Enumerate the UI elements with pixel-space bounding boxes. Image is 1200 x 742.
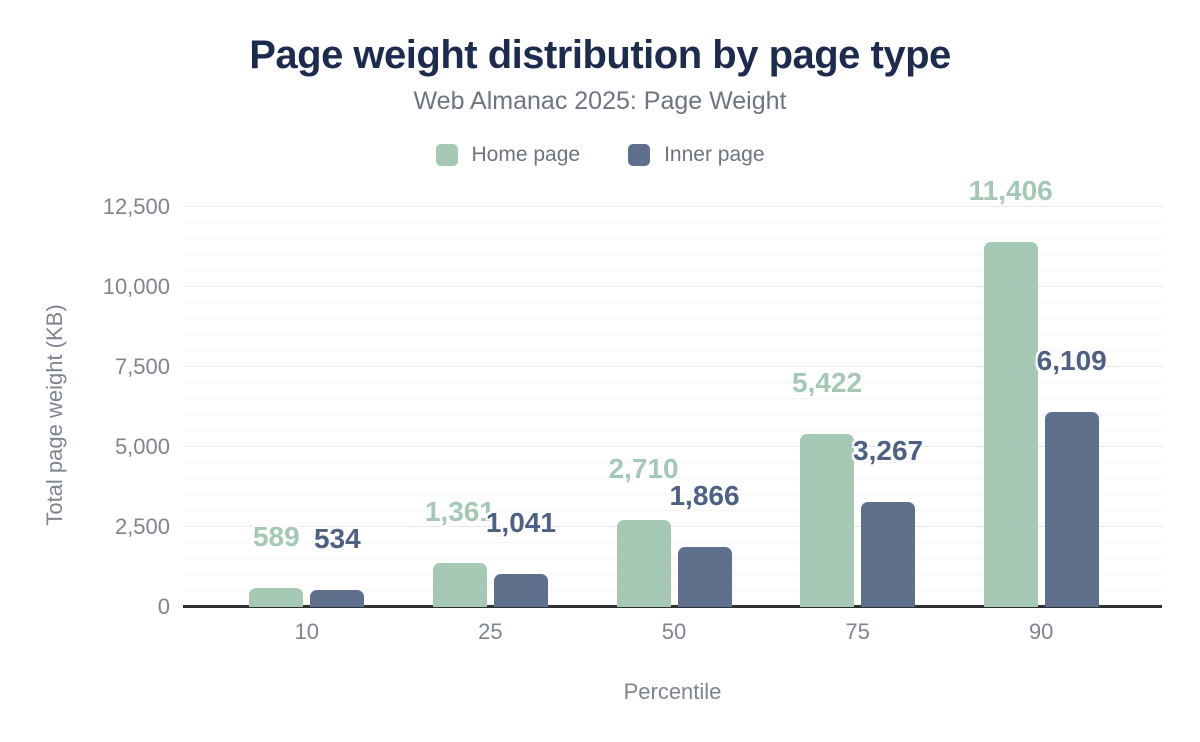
x-tick-label-10: 10	[294, 619, 320, 644]
x-axis-tick-labels: 10 25 50 75 90	[183, 621, 1162, 647]
x-tick-label-50: 50	[661, 619, 687, 644]
gridline-minor	[183, 238, 1162, 239]
gridline-major	[183, 206, 1162, 207]
x-tick-label-90: 90	[1028, 619, 1054, 644]
bar-value-label-home-page-p25: 1,361	[424, 496, 495, 528]
x-axis-baseline	[183, 605, 1162, 608]
legend-label-inner-page: Inner page	[664, 143, 765, 166]
legend-swatch-home-page-icon	[435, 144, 458, 166]
y-tick-label: 10,000	[102, 274, 170, 299]
gridline-minor	[183, 254, 1162, 255]
gridline-minor	[183, 318, 1162, 319]
legend-item-home-page[interactable]: Home page	[435, 143, 581, 167]
y-axis-tick-labels: 0 2,500 5,000 7,500 10,000 12,500	[40, 196, 170, 618]
gridline-minor	[183, 494, 1162, 495]
bar-inner-page-p50[interactable]	[677, 547, 732, 607]
gridline-minor	[183, 574, 1162, 575]
gridline-minor	[183, 558, 1162, 559]
gridline-minor	[183, 334, 1162, 335]
bar-value-label-inner-page-p25: 1,041	[485, 506, 556, 538]
gridline-major	[183, 366, 1162, 367]
bar-value-label-home-page-p90: 11,406	[968, 175, 1053, 207]
bar-home-page-p75[interactable]	[800, 433, 855, 607]
legend: Home page Inner page	[0, 143, 1200, 167]
chart-subtitle: Web Almanac 2025: Page Weight	[413, 87, 787, 115]
bar-inner-page-p10[interactable]	[310, 589, 365, 607]
bar-inner-page-p25[interactable]	[493, 573, 548, 607]
bar-home-page-p25[interactable]	[432, 563, 487, 607]
gridline-minor	[183, 350, 1162, 351]
y-tick-label: 2,500	[114, 514, 170, 539]
gridline-minor	[183, 590, 1162, 591]
bar-value-label-inner-page-p75: 3,267	[853, 435, 924, 467]
gridline-minor	[183, 430, 1162, 431]
y-tick-label: 12,500	[102, 194, 170, 219]
plot-area: 589 534 1,361 1,041 2,710 1,866 5,422 3,267 11,4…	[183, 177, 1162, 608]
bar-value-label-home-page-p50: 2,710	[608, 453, 679, 485]
gridline-minor	[183, 462, 1162, 463]
bar-inner-page-p90[interactable]	[1044, 411, 1099, 607]
y-tick-label: 5,000	[114, 434, 170, 459]
bar-value-label-home-page-p75: 5,422	[792, 366, 863, 398]
gridline-minor	[183, 222, 1162, 223]
bar-home-page-p10[interactable]	[249, 588, 304, 607]
legend-item-inner-page[interactable]: Inner page	[628, 143, 765, 167]
gridline-major	[183, 526, 1162, 527]
gridline-minor	[183, 302, 1162, 303]
bar-home-page-p50[interactable]	[616, 520, 671, 607]
y-tick-label: 0	[157, 594, 170, 619]
gridline-minor	[183, 478, 1162, 479]
gridline-minor	[183, 398, 1162, 399]
gridline-major	[183, 286, 1162, 287]
chart-title: Page weight distribution by page type	[249, 33, 951, 77]
gridline-minor	[183, 542, 1162, 543]
x-axis-title: Percentile	[623, 679, 722, 704]
gridline-minor	[183, 510, 1162, 511]
x-tick-label-75: 75	[845, 619, 870, 644]
gridline-minor	[183, 382, 1162, 383]
bar-inner-page-p75[interactable]	[861, 502, 916, 607]
legend-label-home-page: Home page	[471, 143, 581, 166]
bar-home-page-p90[interactable]	[983, 242, 1038, 607]
gridline-minor	[183, 270, 1162, 271]
gridline-minor	[183, 414, 1162, 415]
gridline-major	[183, 446, 1162, 447]
bar-value-label-inner-page-p10: 534	[313, 522, 361, 554]
bar-value-label-inner-page-p90: 6,109	[1036, 344, 1107, 376]
bar-value-label-home-page-p10: 589	[252, 521, 300, 553]
legend-swatch-inner-page-icon	[628, 144, 651, 166]
bar-value-label-inner-page-p50: 1,866	[669, 480, 740, 512]
x-tick-label-25: 25	[478, 619, 503, 644]
y-tick-label: 7,500	[114, 354, 170, 379]
